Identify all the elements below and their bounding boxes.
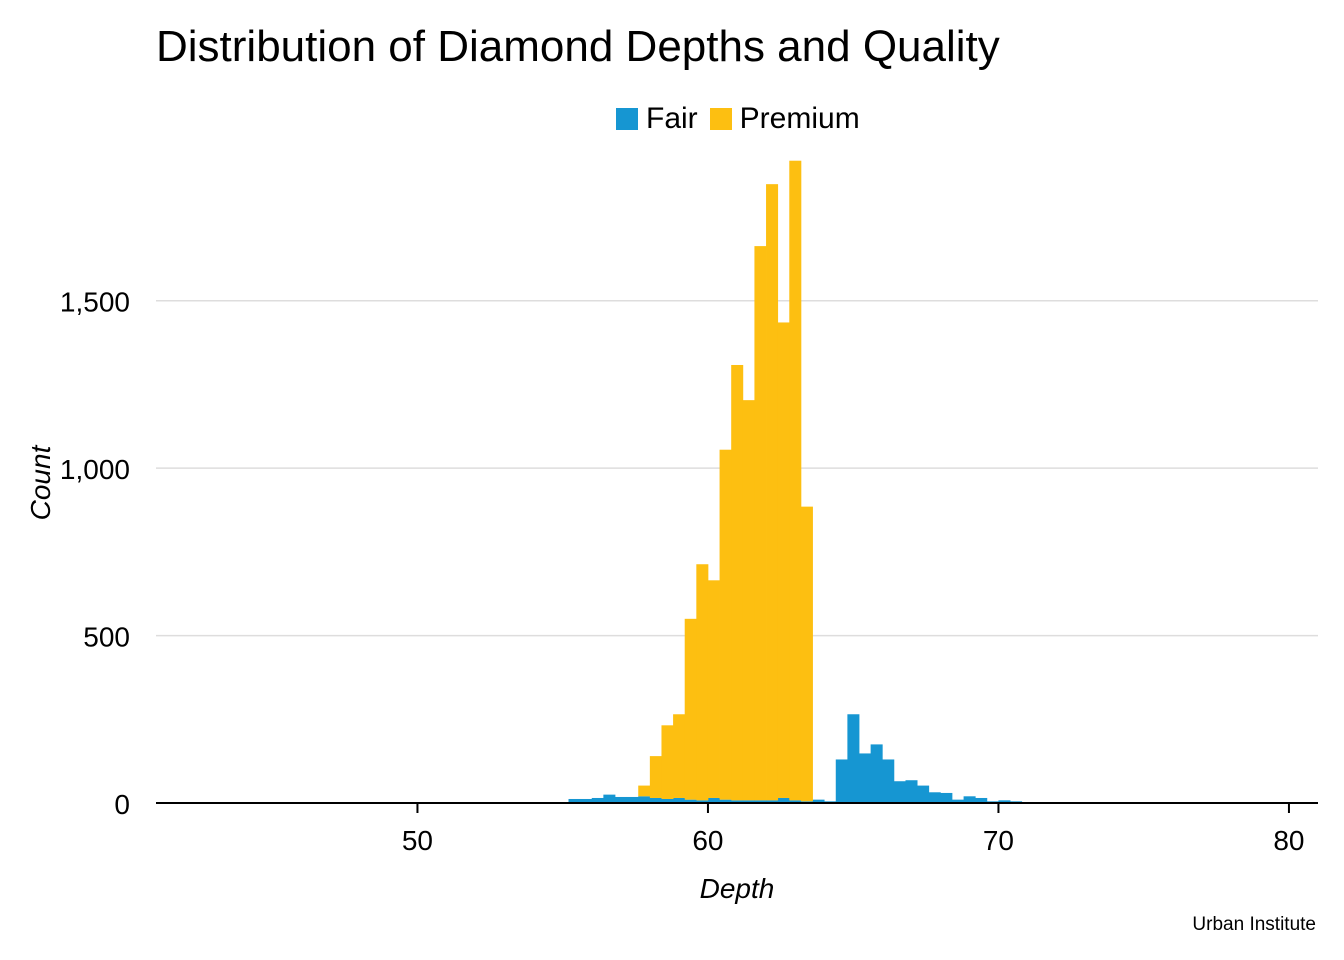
histogram-bars	[568, 160, 1034, 803]
bar-fair-55.2	[568, 798, 581, 803]
bar-fair-68.4	[951, 799, 964, 803]
bar-fair-56.4	[603, 794, 616, 803]
bar-fair-60.0	[707, 797, 720, 803]
legend-swatch-fair	[616, 108, 638, 130]
bar-fair-65.6	[870, 744, 883, 803]
legend-item-fair: Fair	[616, 102, 698, 136]
bar-fair-58.8	[673, 797, 686, 803]
bar-fair-62.8	[789, 800, 802, 803]
axes: 0 500 1,000 1,500 50 60 70 80 Depth Count	[25, 287, 1305, 904]
x-tick-label-50: 50	[402, 825, 433, 856]
bar-fair-55.6	[580, 798, 593, 803]
bar-fair-66.0	[882, 759, 895, 803]
bar-fair-60.4	[719, 799, 732, 803]
bar-premium-62.8	[789, 160, 802, 801]
bar-fair-64.8	[847, 714, 860, 803]
bar-fair-66.8	[905, 780, 918, 803]
bar-fair-61.6	[754, 800, 767, 803]
bar-premium-63.2	[800, 506, 813, 802]
source-caption: Urban Institute	[1192, 914, 1316, 935]
legend: Fair Premium	[616, 102, 872, 136]
bar-fair-58.4	[661, 798, 674, 803]
bar-premium-59.2	[684, 618, 697, 800]
legend-label-premium: Premium	[739, 102, 860, 135]
bar-fair-67.6	[928, 792, 941, 803]
bar-fair-57.6	[638, 796, 651, 803]
bar-fair-56.8	[614, 796, 628, 803]
x-tick-label-70: 70	[983, 825, 1014, 856]
legend-item-premium: Premium	[709, 102, 860, 136]
legend-label-fair: Fair	[646, 102, 698, 135]
x-tick-label-80: 80	[1273, 825, 1304, 856]
bar-fair-69.2	[975, 797, 988, 803]
bar-premium-62.0	[766, 184, 779, 801]
bar-premium-57.6	[638, 785, 651, 797]
bar-premium-58.0	[649, 756, 662, 798]
bar-fair-68.0	[940, 792, 953, 803]
bar-premium-58.8	[673, 714, 686, 798]
bar-fair-61.2	[742, 800, 755, 803]
bar-fair-58.0	[649, 797, 662, 803]
legend-swatch-premium	[709, 108, 732, 130]
y-axis-label: Count	[25, 444, 56, 520]
chart-title: Distribution of Diamond Depths and Quali…	[156, 22, 1000, 71]
bar-premium-61.2	[742, 400, 755, 801]
bar-premium-58.4	[661, 725, 674, 799]
x-tick-label-60: 60	[692, 825, 723, 856]
y-tick-label-500: 500	[83, 622, 130, 653]
bar-fair-59.2	[684, 799, 697, 803]
y-tick-label-1000: 1,000	[60, 454, 130, 485]
bar-fair-63.6	[812, 799, 825, 803]
y-tick-label-1500: 1,500	[60, 287, 130, 318]
x-axis-label: Depth	[700, 873, 775, 904]
bar-fair-62.4	[777, 797, 790, 803]
bar-fair-65.2	[859, 753, 872, 803]
bar-fair-60.8	[731, 800, 744, 803]
bar-fair-67.2	[917, 785, 930, 803]
y-tick-label-0: 0	[114, 789, 130, 820]
bar-fair-64.4	[835, 759, 848, 803]
bar-fair-56.0	[591, 797, 604, 803]
bar-fair-57.2	[626, 796, 639, 803]
bar-premium-59.6	[696, 564, 709, 801]
bar-premium-61.6	[754, 246, 767, 801]
bar-premium-60.8	[731, 364, 744, 801]
bar-fair-66.4	[893, 781, 906, 803]
bar-premium-62.4	[777, 322, 790, 798]
bar-fair-70.0	[998, 800, 1011, 803]
bar-fair-68.8	[963, 796, 976, 803]
bar-fair-62.0	[766, 800, 779, 803]
bar-premium-60.4	[719, 449, 732, 800]
bar-fair-59.6	[696, 800, 709, 803]
bar-premium-60.0	[707, 580, 720, 798]
